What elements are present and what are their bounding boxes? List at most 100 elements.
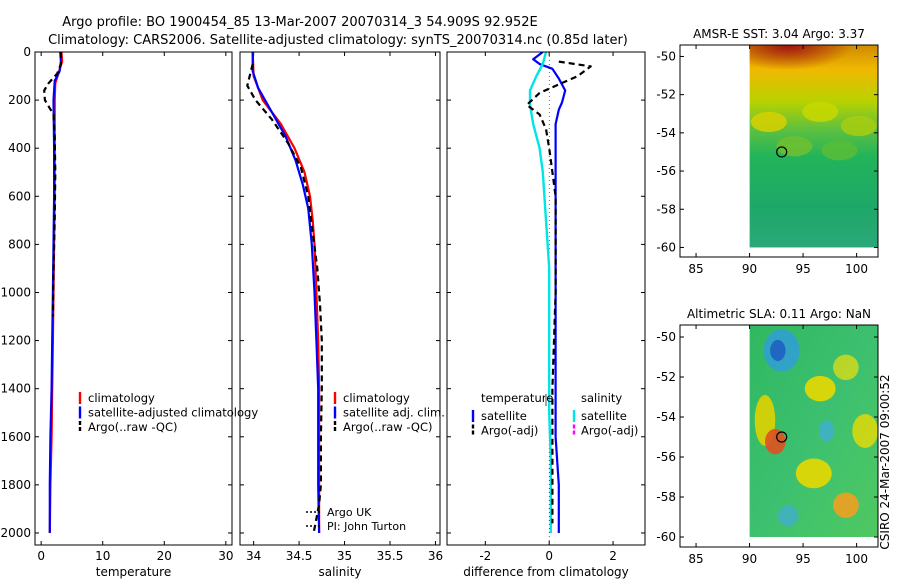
- side-stamp: CSIRO 24-Mar-2007 09:00:52: [878, 374, 892, 549]
- y-tick-label: -60: [656, 530, 676, 544]
- x-tick-label: 85: [688, 552, 703, 566]
- y-tick-label: 1400: [0, 382, 31, 396]
- annotation-text: PI: John Turton: [327, 520, 406, 533]
- legend-title-salinity: salinity: [581, 391, 622, 405]
- sst-field: [749, 45, 878, 248]
- sst-map-panel: 85 90 95 100 -50 -52 -54 -56 -58 -60 AMSR-E SST: 3…: [656, 27, 879, 276]
- y-tick-label: 2000: [0, 526, 31, 540]
- sst-blob: [750, 111, 787, 133]
- sst-blob: [840, 115, 877, 137]
- sla-blob: [833, 492, 859, 518]
- x-tick-label: 95: [795, 552, 810, 566]
- profile-panel-2: 34 34.5 35 35.5 36 salinity climatologysatelli…: [239, 51, 445, 579]
- axes-frame: [239, 51, 441, 546]
- legend-label: climatology: [88, 391, 155, 405]
- argo-float-marker: [776, 146, 788, 158]
- x-tick-label: 36: [428, 549, 443, 563]
- annotation-text: Argo UK: [327, 506, 372, 519]
- y-tick-label: -50: [656, 49, 676, 63]
- series-line-clim: [251, 52, 321, 533]
- y-tick-label: -52: [656, 88, 676, 102]
- x-tick-label: 35.5: [377, 549, 404, 563]
- y-tick-label: -56: [656, 450, 676, 464]
- x-tick-label: 34: [246, 549, 261, 563]
- legend-label: satellite: [481, 409, 527, 423]
- legend-label: Argo(..raw -QC): [343, 420, 433, 434]
- y-tick-label: -56: [656, 164, 676, 178]
- map-title: AMSR-E SST: 3.04 Argo: 3.37: [693, 27, 865, 41]
- legend-label: satellite-adjusted climatology: [88, 406, 258, 420]
- series-group: [43, 52, 64, 534]
- map-frame: [679, 44, 879, 258]
- legend-label: satellite: [581, 409, 627, 423]
- sla-blob: [818, 420, 835, 442]
- argo-float-marker: [776, 431, 788, 443]
- x-tick-label: 100: [845, 262, 868, 276]
- series-line-clim: [48, 52, 64, 534]
- map-title: Altimetric SLA: 0.11 Argo: NaN: [687, 307, 871, 321]
- series-line-sat: [532, 52, 567, 533]
- y-tick-label: 0: [23, 45, 31, 59]
- x-axis-label: temperature: [96, 565, 171, 579]
- sla-map-panel: 85 90 95 100 -50 -52 -54 -56 -58 -60 Altimetric SL…: [656, 307, 879, 566]
- x-tick-label: 30: [218, 549, 233, 563]
- sla-blob: [833, 354, 859, 381]
- y-tick-label: -50: [656, 330, 676, 344]
- x-tick-label: 90: [742, 262, 757, 276]
- y-tick-label: -54: [656, 410, 676, 424]
- x-axis-label: difference from climatology: [463, 565, 629, 579]
- profile-panel-1: 0 10 20 30 0 200 400 600 800 1000 1200 1400 1600 1800…: [0, 45, 258, 579]
- axes-frame: [34, 51, 233, 546]
- series-group: [525, 52, 592, 545]
- series-line-sal_sat: [528, 52, 552, 533]
- axes-frame: [446, 51, 646, 546]
- sst-hot-spot: [749, 45, 878, 96]
- legend-title-temperature: temperature: [481, 391, 553, 405]
- x-tick-label: 34.5: [286, 549, 313, 563]
- y-tick-label: -58: [656, 202, 676, 216]
- sst-blob: [776, 136, 813, 157]
- y-tick-label: 400: [8, 141, 31, 155]
- x-tick-label: 90: [742, 552, 757, 566]
- y-tick-label: 200: [8, 93, 31, 107]
- y-tick-label: -54: [656, 126, 676, 140]
- x-tick-label: 85: [688, 262, 703, 276]
- y-tick-label: 600: [8, 189, 31, 203]
- x-tick-label: 100: [845, 552, 868, 566]
- title-line-1: Argo profile: BO 1900454_85 13-Mar-2007 …: [62, 15, 538, 30]
- y-tick-label: 1600: [0, 430, 31, 444]
- y-tick-label: -52: [656, 370, 676, 384]
- x-tick-label: 2: [609, 549, 617, 563]
- x-axis-label: salinity: [318, 565, 361, 579]
- series-line-sat: [251, 52, 321, 534]
- x-tick-label: 95: [795, 262, 810, 276]
- x-tick-label: -2: [479, 549, 491, 563]
- legend-label: Argo(-adj): [481, 424, 538, 438]
- sla-blob: [764, 428, 786, 455]
- sla-blob: [795, 458, 832, 489]
- series-line-sat: [48, 52, 62, 533]
- series-line-argo: [525, 60, 592, 524]
- y-tick-label: -58: [656, 490, 676, 504]
- series-line-argo: [43, 52, 62, 317]
- title-line-2: Climatology: CARS2006. Satellite-adjuste…: [48, 33, 628, 48]
- x-tick-label: 0: [545, 549, 553, 563]
- y-tick-label: 800: [8, 237, 31, 251]
- legend-label: satellite adj. clim.: [343, 406, 445, 420]
- x-tick-label: 20: [157, 549, 172, 563]
- sst-blob: [821, 140, 858, 161]
- x-tick-label: 35: [337, 549, 352, 563]
- y-tick-label: -60: [656, 240, 676, 254]
- sla-blob: [777, 505, 799, 527]
- series-group: [246, 52, 323, 534]
- sla-blob: [804, 375, 836, 402]
- sla-blob: [770, 339, 786, 362]
- legend-label: Argo(-adj): [581, 424, 638, 438]
- y-tick-label: 1000: [0, 285, 31, 299]
- sla-blob: [852, 414, 878, 448]
- legend-label: Argo(..raw -QC): [88, 420, 178, 434]
- series-line-argo: [246, 63, 323, 534]
- profile-panel-3: -2 0 2 difference from climatology temperatu…: [446, 51, 646, 579]
- x-tick-label: 0: [37, 549, 45, 563]
